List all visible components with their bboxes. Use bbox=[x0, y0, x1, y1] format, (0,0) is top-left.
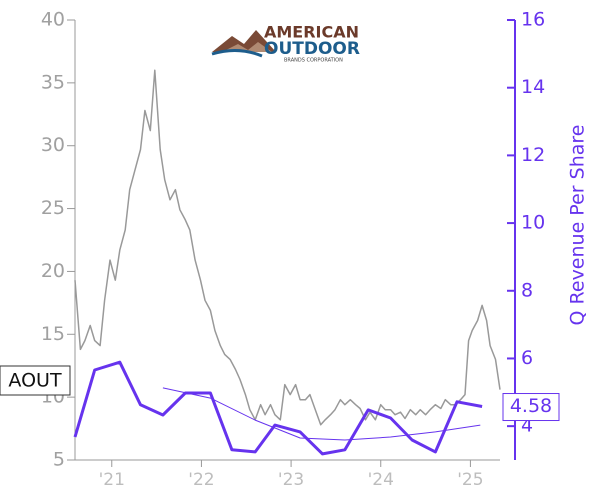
logo: AMERICAN OUTDOOR BRANDS CORPORATION bbox=[211, 23, 360, 64]
y-tick-label: 5 bbox=[53, 449, 65, 471]
ticker-box bbox=[0, 365, 71, 396]
price-line bbox=[74, 69, 501, 426]
ticker-text: AOUT bbox=[8, 370, 62, 392]
logo-text: AMERICAN bbox=[264, 23, 359, 42]
trend-line bbox=[162, 387, 481, 441]
y2-tick-label: 14 bbox=[521, 76, 545, 98]
x-tick-label: '25 bbox=[457, 470, 483, 490]
last-value-box bbox=[502, 393, 560, 422]
y2-tick-label: 6 bbox=[521, 347, 533, 369]
y2-tick-label: 16 bbox=[521, 9, 545, 31]
x-tick-label: '21 bbox=[99, 470, 125, 490]
y-tick-label: 30 bbox=[41, 134, 65, 156]
y-tick-label: 35 bbox=[41, 71, 65, 93]
ticker-label: AOUT bbox=[0, 365, 71, 396]
y-tick-label: 15 bbox=[41, 323, 65, 345]
y-tick-label: 20 bbox=[41, 260, 65, 282]
y-tick-label: 40 bbox=[41, 9, 65, 31]
last-value-label: 4.58 bbox=[510, 395, 552, 417]
x-tick-label: '22 bbox=[188, 470, 214, 490]
y-tick-label: 25 bbox=[41, 197, 65, 219]
logo-text: OUTDOOR bbox=[264, 39, 360, 59]
x-tick-label: '23 bbox=[278, 470, 304, 490]
y2-tick-label: 12 bbox=[521, 144, 545, 166]
y2-axis-title: Q Revenue Per Share bbox=[567, 125, 589, 326]
y2-tick-label: 8 bbox=[521, 279, 533, 301]
x-tick-label: '24 bbox=[368, 470, 394, 490]
logo-wave bbox=[211, 49, 263, 58]
logo-text: BRANDS CORPORATION bbox=[284, 58, 343, 64]
y2-tick-label: 10 bbox=[521, 212, 545, 234]
revenue-line bbox=[73, 360, 483, 456]
